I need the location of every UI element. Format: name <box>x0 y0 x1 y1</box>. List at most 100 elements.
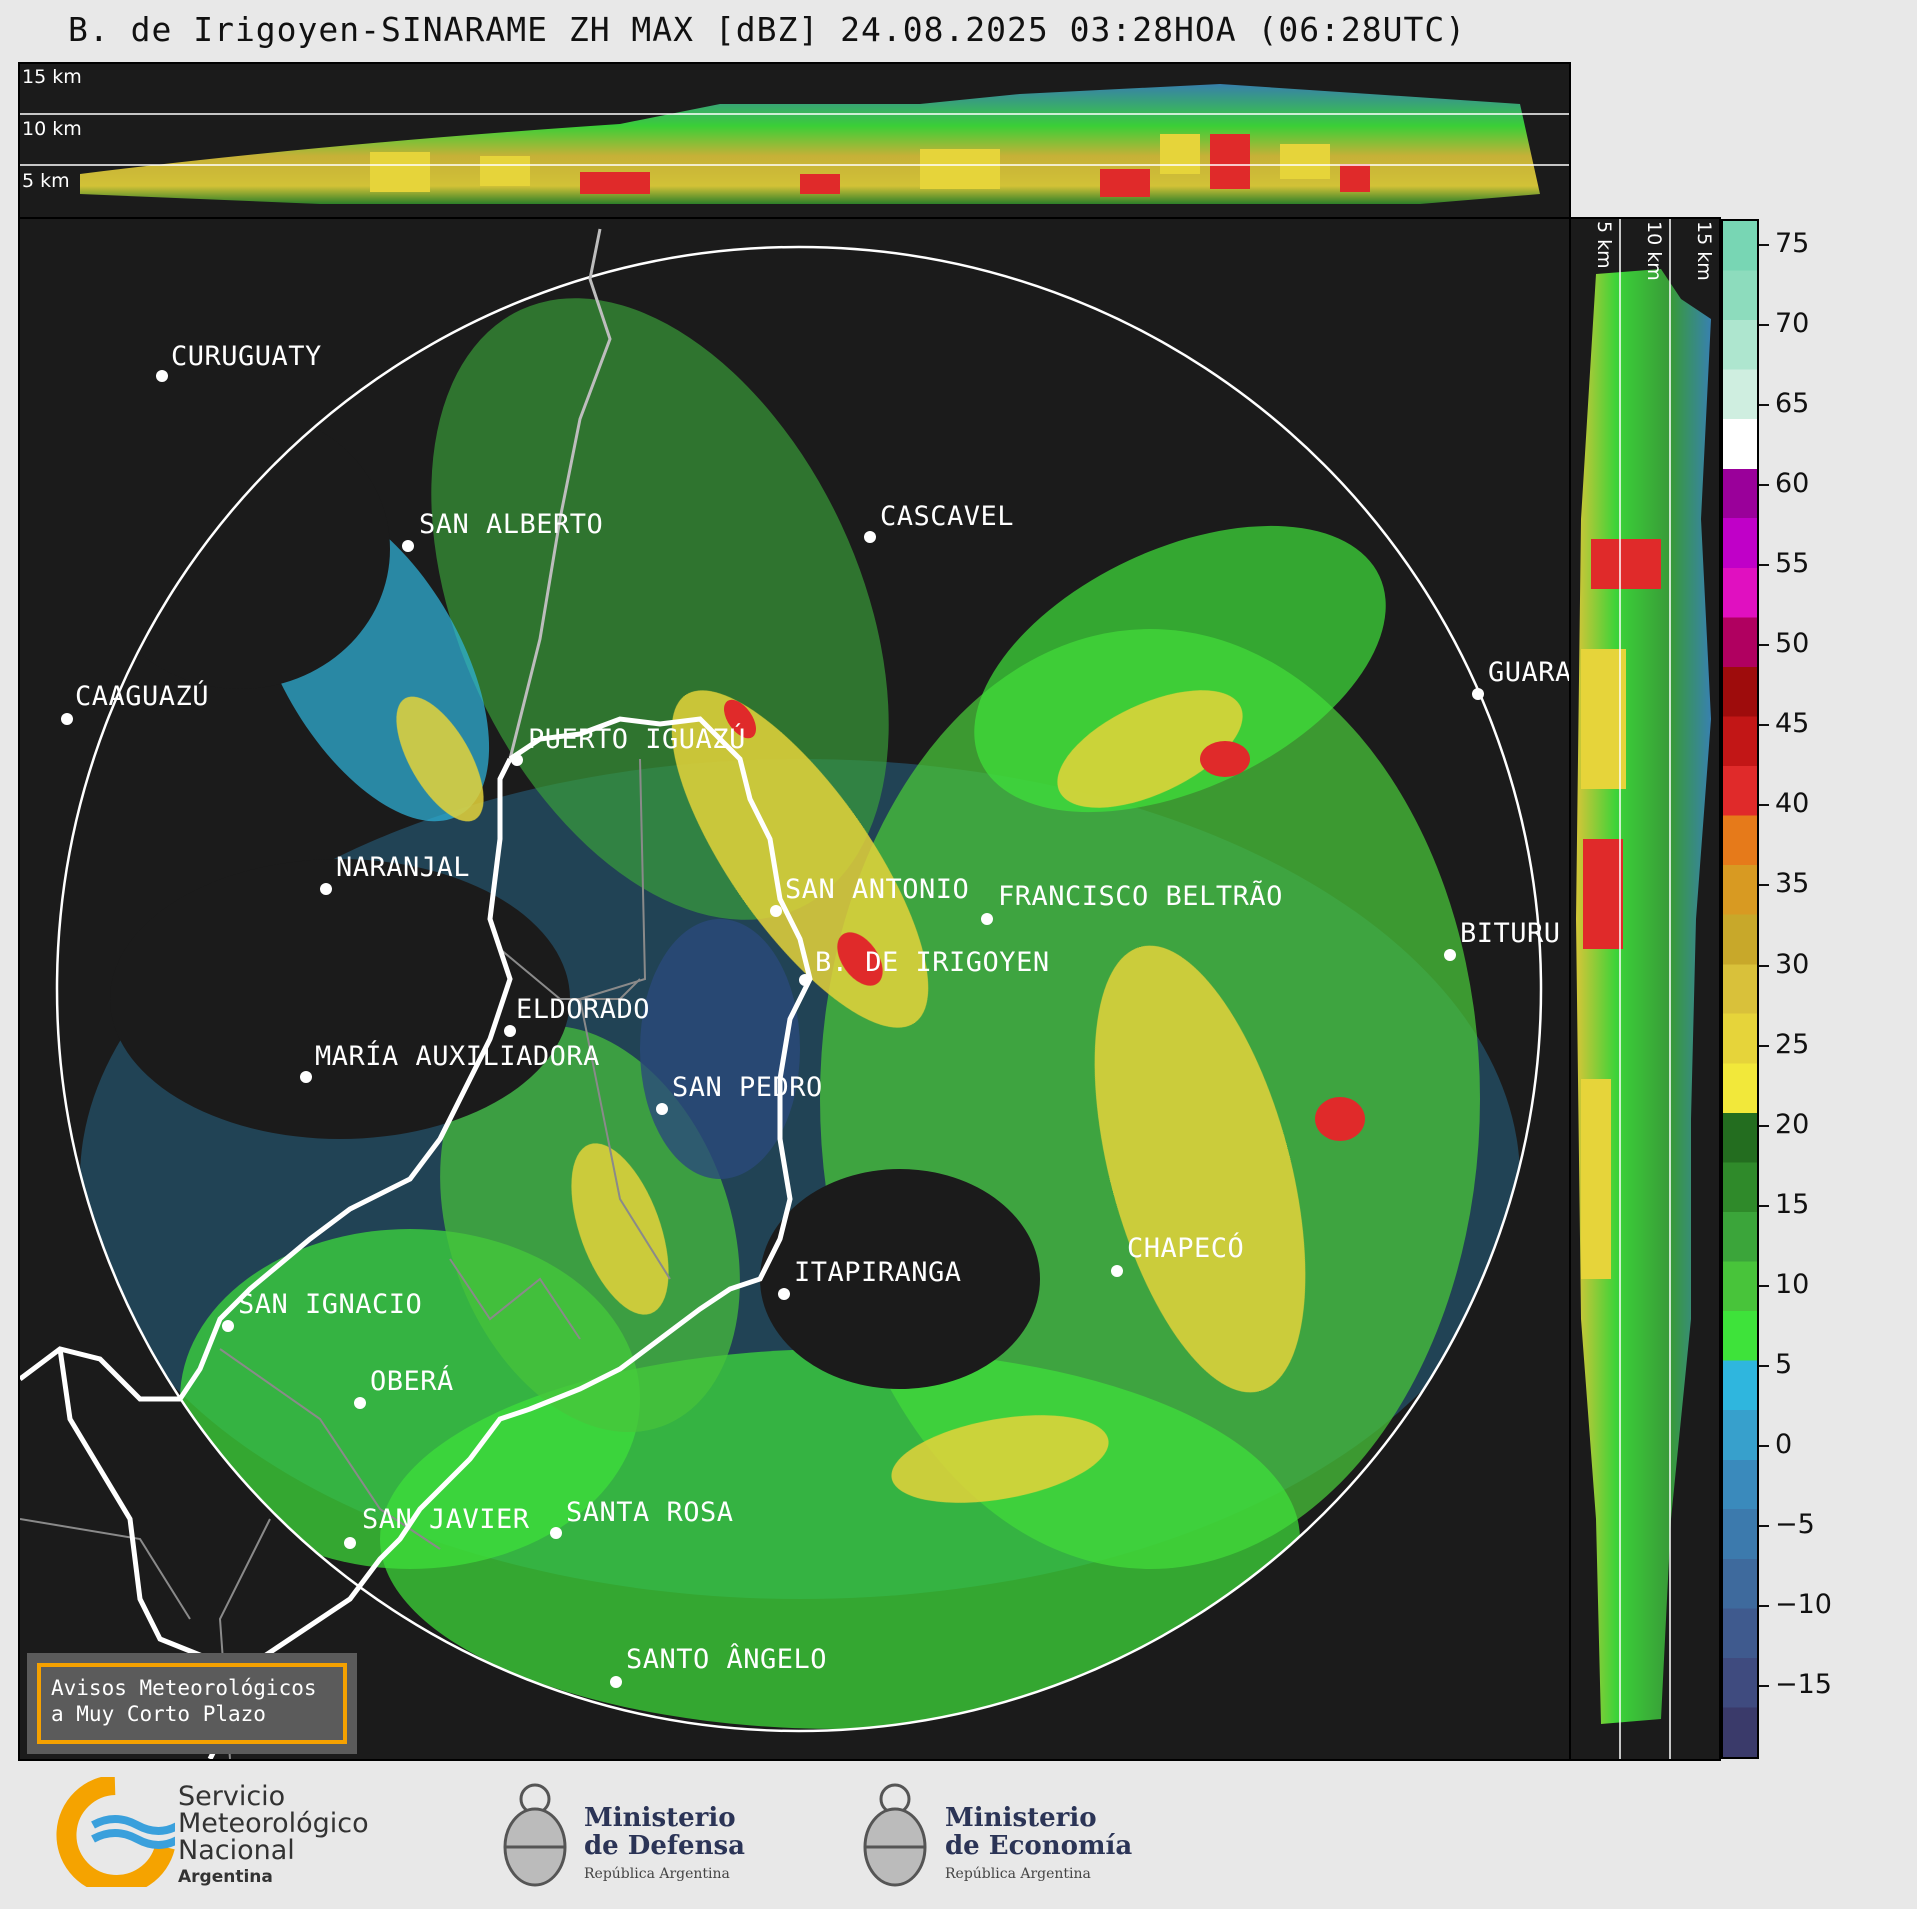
colorbar-tick-label: 15 <box>1775 1188 1810 1220</box>
city-label-francisco-beltrao: FRANCISCO BELTRÃO <box>998 881 1283 912</box>
colorbar-tick <box>1759 1524 1769 1527</box>
city-label-bituru: BITURU <box>1460 918 1561 949</box>
city-label-san-alberto: SAN ALBERTO <box>419 509 604 540</box>
city-label-chapeco: CHAPECÓ <box>1127 1233 1245 1264</box>
colorbar-tick-label: 0 <box>1775 1428 1793 1460</box>
city-label-san-antonio: SAN ANTONIO <box>785 874 970 905</box>
colorbar-tick-label: 65 <box>1775 388 1810 420</box>
colorbar-tick <box>1759 1284 1769 1287</box>
city-marker-san-antonio <box>770 905 782 917</box>
colorbar-tick-label: −15 <box>1775 1669 1832 1700</box>
colorbar-tick <box>1759 1685 1769 1687</box>
defensa-line-3: República Argentina <box>584 1866 730 1882</box>
dbz-colorbar <box>1721 219 1759 1759</box>
city-label-santa-rosa: SANTA ROSA <box>566 1497 734 1528</box>
internal-borders <box>20 758 671 1759</box>
colorbar-tick <box>1759 324 1769 327</box>
city-marker-san-ignacio <box>222 1320 234 1332</box>
city-label-puerto-iguazu: PUERTO IGUAZÚ <box>528 724 746 755</box>
colorbar-tick-label: 55 <box>1775 548 1810 580</box>
right-cross-section-echoes <box>1576 219 1711 1759</box>
city-label-cascavel: CASCAVEL <box>880 501 1015 532</box>
warning-box-frame: Avisos Meteorológicos a Muy Corto Plazo <box>37 1663 347 1744</box>
top-cross-section-echoes <box>20 84 1569 204</box>
city-label-maria-auxiliadora: MARÍA AUXILIADORA <box>315 1041 600 1072</box>
city-marker-cascavel <box>864 531 876 543</box>
right-alt-label-15: 15 km <box>1693 221 1715 281</box>
colorbar-tick-label: 70 <box>1775 308 1810 340</box>
colorbar-tick-label: 35 <box>1775 868 1810 900</box>
radar-echoes <box>80 298 1520 1729</box>
city-label-santo-angelo: SANTO ÂNGELO <box>626 1644 828 1675</box>
colorbar-tick-label: 25 <box>1775 1028 1810 1060</box>
city-marker-eldorado <box>504 1025 516 1037</box>
city-marker-naranjal <box>320 883 332 895</box>
province-border <box>207 716 813 1759</box>
economia-line-2: de Economía <box>945 1831 1133 1861</box>
right-cross-section-panel: 5 km 10 km 15 km <box>1569 217 1721 1761</box>
city-marker-obera <box>354 1397 366 1409</box>
top-alt-label-10: 10 km <box>22 118 82 140</box>
city-label-caaguazu: CAAGUAZÚ <box>75 681 210 712</box>
city-marker-puerto-iguazu <box>511 754 523 766</box>
city-label-san-pedro: SAN PEDRO <box>672 1072 823 1103</box>
smn-logo-icon <box>56 1777 175 1887</box>
colorbar-tick <box>1759 644 1769 647</box>
defensa-logo-text: Ministerio de Defensa República Argentin… <box>584 1804 745 1888</box>
city-marker-b-de-irigoyen <box>799 974 811 986</box>
country-border <box>508 228 612 760</box>
city-label-eldorado: ELDORADO <box>516 994 651 1025</box>
city-label-curuguaty: CURUGUATY <box>171 341 322 372</box>
smn-line-1: Servicio <box>178 1781 286 1812</box>
city-label-itapiranga: ITAPIRANGA <box>794 1257 962 1288</box>
top-alt-label-15: 15 km <box>22 66 82 88</box>
colorbar-tick <box>1759 484 1769 487</box>
top-cross-section-panel: 15 km 10 km 5 km <box>18 62 1571 219</box>
colorbar-tick <box>1759 404 1769 407</box>
economia-line-3: República Argentina <box>945 1866 1091 1882</box>
city-marker-chapeco <box>1111 1265 1123 1277</box>
radar-map-panel[interactable]: CURUGUATY SAN ALBERTO CASCAVEL CAAGUAZÚ … <box>18 217 1571 1761</box>
colorbar-tick <box>1759 1444 1769 1447</box>
colorbar-tick <box>1759 804 1769 807</box>
defensa-line-2: de Defensa <box>584 1831 745 1861</box>
colorbar-tick <box>1759 724 1769 727</box>
right-alt-label-5: 5 km <box>1593 221 1615 269</box>
map-title: B. de Irigoyen-SINARAME ZH MAX [dBZ] 24.… <box>68 10 1467 49</box>
colorbar-tick <box>1759 1364 1769 1367</box>
city-label-san-javier: SAN JAVIER <box>362 1504 530 1535</box>
colorbar-tick-label: 40 <box>1775 788 1810 820</box>
colorbar-tick-label: 45 <box>1775 708 1810 740</box>
city-marker-santa-rosa <box>550 1527 562 1539</box>
economia-logo-text: Ministerio de Economía República Argenti… <box>945 1804 1132 1888</box>
city-marker-guara <box>1472 688 1484 700</box>
city-marker-caaguazu <box>61 713 73 725</box>
city-label-obera: OBERÁ <box>370 1366 454 1397</box>
colorbar-tick-label: 60 <box>1775 468 1810 500</box>
right-alt-label-10: 10 km <box>1643 221 1665 281</box>
smn-line-2: Meteorológico <box>178 1808 369 1839</box>
smn-line-4: Argentina <box>178 1867 273 1887</box>
colorbar-tick-label: 75 <box>1775 228 1810 259</box>
defensa-coat-of-arms-icon <box>503 1783 567 1887</box>
colorbar-tick-label: −10 <box>1775 1588 1832 1620</box>
economia-line-1: Ministerio <box>945 1803 1097 1833</box>
colorbar-tick <box>1759 564 1769 567</box>
city-marker-san-alberto <box>402 540 414 552</box>
top-alt-label-5: 5 km <box>22 170 70 192</box>
colorbar-tick <box>1759 964 1769 967</box>
colorbar-tick-label: 30 <box>1775 948 1810 980</box>
colorbar-tick-label: 5 <box>1775 1348 1793 1380</box>
smn-logo-text: Servicio Meteorológico Nacional Argentin… <box>178 1783 369 1891</box>
city-marker-santo-angelo <box>610 1676 622 1688</box>
warning-box[interactable]: Avisos Meteorológicos a Muy Corto Plazo <box>27 1653 357 1754</box>
radar-map-svg <box>20 228 1543 1759</box>
defensa-line-1: Ministerio <box>584 1803 736 1833</box>
colorbar-tick <box>1759 1604 1769 1607</box>
colorbar-tick-label: 20 <box>1775 1108 1810 1140</box>
colorbar-tick-label: 50 <box>1775 628 1810 660</box>
city-marker-san-javier <box>344 1537 356 1549</box>
city-label-b-de-irigoyen: B. DE IRIGOYEN <box>815 947 1050 978</box>
city-label-naranjal: NARANJAL <box>336 852 471 883</box>
city-marker-itapiranga <box>778 1288 790 1300</box>
